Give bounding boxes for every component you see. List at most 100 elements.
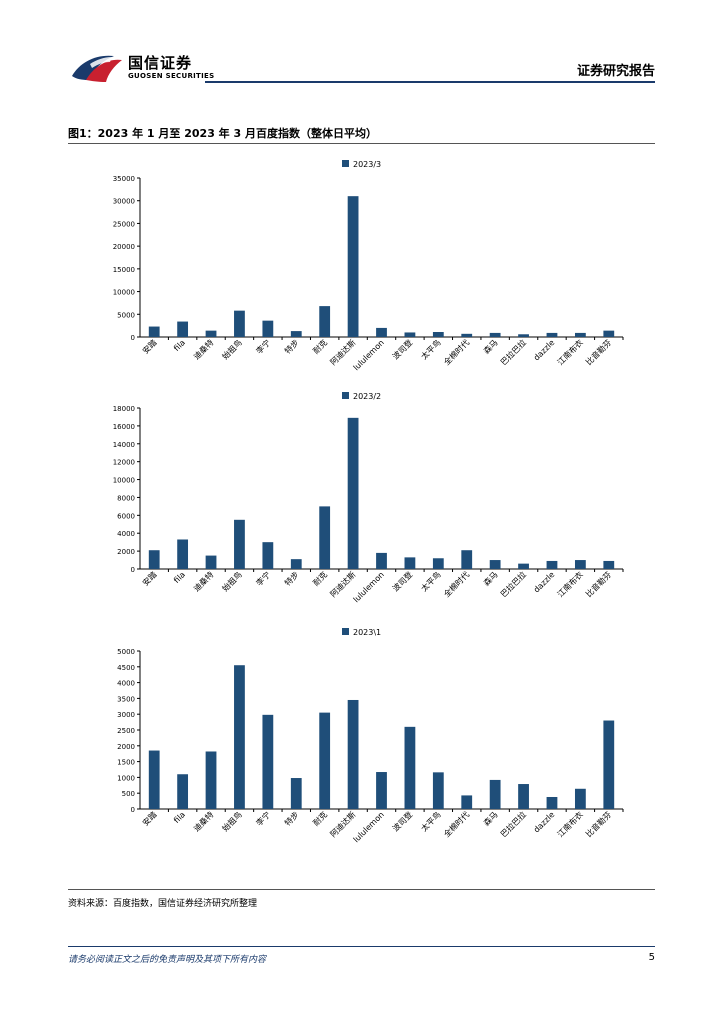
bar [234, 519, 245, 569]
bar [262, 542, 274, 569]
x-tick-label: 特步 [282, 337, 300, 355]
y-tick-label: 0 [131, 566, 135, 574]
bar [290, 778, 302, 809]
y-tick-label: 15000 [113, 266, 135, 274]
bar [376, 327, 387, 337]
legend-swatch [342, 628, 349, 635]
y-tick-label: 2000 [117, 743, 135, 751]
y-tick-label: 18000 [113, 405, 135, 413]
chart-legend: 2023\1 [342, 628, 381, 637]
x-tick-label: 比音勒芬 [584, 569, 614, 599]
bar [574, 332, 586, 337]
figure-bottom-rule [68, 889, 655, 890]
y-tick-label: 8000 [117, 494, 135, 502]
y-tick-label: 30000 [113, 198, 135, 206]
bar [404, 557, 416, 569]
bar [461, 333, 473, 337]
legend-swatch [342, 160, 349, 167]
bar [262, 320, 274, 337]
x-tick-label: 耐克 [311, 809, 329, 827]
y-tick-label: 16000 [113, 423, 135, 431]
figure-title: 图1：2023 年 1 月至 2023 年 3 月百度指数（整体日平均） [68, 127, 377, 140]
x-tick-label: 巴拉巴拉 [498, 569, 528, 599]
x-tick-label: 耐克 [311, 569, 329, 587]
bar [262, 714, 274, 809]
y-tick-label: 35000 [113, 175, 135, 183]
bar [404, 332, 416, 337]
bar [603, 330, 615, 337]
y-tick-label: 0 [131, 806, 135, 814]
x-tick-label: 比音勒芬 [584, 809, 614, 839]
y-tick-label: 10000 [113, 289, 135, 297]
y-tick-label: 1500 [117, 759, 135, 767]
bar [205, 751, 217, 809]
bar [290, 559, 302, 569]
chart-legend: 2023/3 [342, 160, 381, 169]
x-tick-label: fila [172, 570, 187, 585]
y-tick-label: 5000 [117, 648, 135, 656]
x-tick-label: 特步 [282, 809, 300, 827]
bar [347, 196, 359, 337]
disclaimer-text: 请务必阅读正文之后的免责声明及其项下所有内容 [68, 955, 267, 965]
x-tick-label: 迪桑特 [191, 569, 215, 593]
source-note: 资料来源：百度指数，国信证券经济研究所整理 [68, 899, 258, 909]
x-tick-label: 李宁 [254, 809, 272, 827]
bar [432, 558, 444, 569]
x-tick-label: 迪桑特 [191, 809, 215, 833]
bar [376, 552, 387, 569]
y-tick-label: 25000 [113, 220, 135, 228]
y-tick-label: 0 [131, 334, 135, 342]
page-number: 5 [648, 952, 655, 963]
bar [319, 712, 331, 809]
bar [319, 306, 331, 337]
figure-top-rule [68, 143, 655, 144]
y-tick-label: 12000 [113, 459, 135, 467]
page-header: 国信证券 GUOSEN SECURITIES 证券研究报告 [0, 0, 724, 90]
x-tick-label: dazzle [532, 338, 556, 362]
chart-legend: 2023/2 [342, 392, 381, 401]
chart-2023-1: 2023\1 0 500 1000 1500 2000 2500 3000 3500 4000 45… [95, 624, 655, 879]
x-tick-label: 始祖鸟 [220, 337, 244, 361]
bar [319, 506, 331, 569]
x-tick-label: 森马 [481, 569, 499, 587]
header-divider [205, 81, 655, 83]
bar [432, 772, 444, 809]
y-tick-label: 4500 [117, 664, 135, 672]
bar [376, 772, 387, 809]
x-tick-label: 太平鸟 [419, 809, 443, 833]
y-tick-label: 4000 [117, 680, 135, 688]
y-tick-label: 20000 [113, 243, 135, 251]
x-tick-label: 安踏 [140, 569, 158, 587]
bar [603, 560, 615, 569]
footer-divider [68, 946, 655, 947]
bar [518, 334, 529, 337]
y-tick-label: 2000 [117, 548, 135, 556]
bar [603, 720, 615, 809]
x-tick-label: 全棉时代 [441, 337, 471, 367]
bar [518, 784, 529, 809]
bar [489, 332, 501, 337]
x-tick-label: 波司登 [390, 569, 414, 593]
y-tick-label: 2500 [117, 727, 135, 735]
bar [546, 560, 558, 569]
bar [205, 555, 217, 569]
bar [177, 321, 189, 337]
bar [148, 326, 160, 337]
x-tick-label: 特步 [282, 569, 300, 587]
legend-swatch [342, 392, 349, 399]
bar [347, 417, 359, 569]
y-tick-label: 5000 [117, 311, 135, 319]
y-tick-label: 10000 [113, 477, 135, 485]
bar [234, 310, 245, 337]
bar [177, 539, 189, 569]
bar [574, 560, 586, 569]
bar [177, 774, 189, 809]
legend-label: 2023\1 [353, 628, 381, 637]
bar [518, 563, 529, 569]
x-tick-label: dazzle [532, 810, 556, 834]
x-tick-label: lululemon [352, 338, 386, 372]
x-tick-label: 全棉时代 [441, 809, 471, 839]
bar [432, 332, 444, 337]
x-tick-label: 江南布衣 [555, 569, 585, 599]
x-tick-label: lululemon [352, 570, 386, 604]
